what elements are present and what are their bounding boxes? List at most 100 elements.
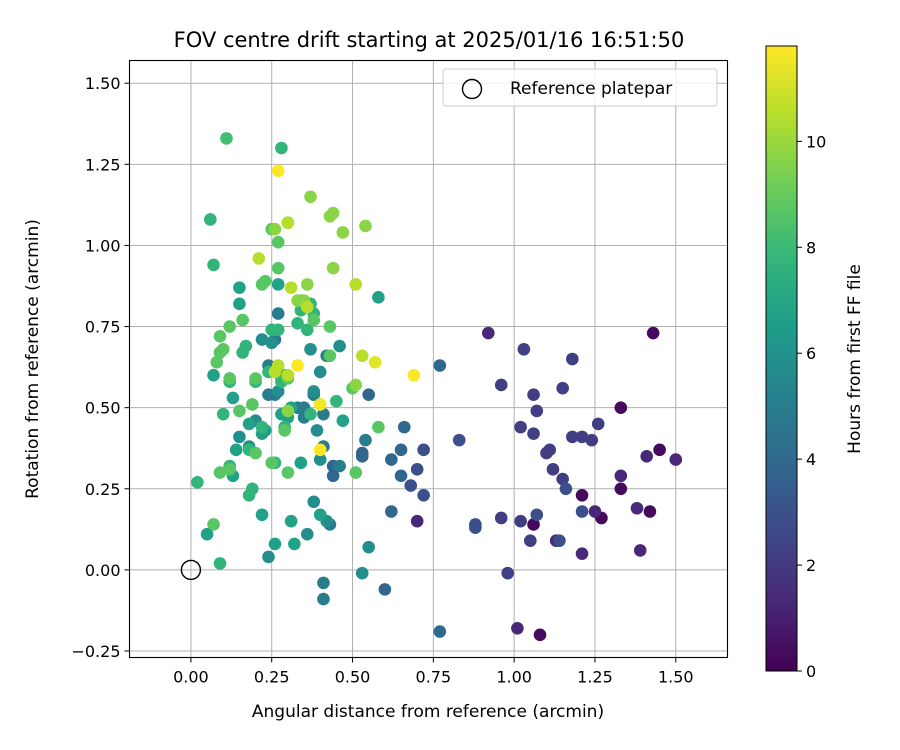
data-point [397, 420, 411, 434]
data-point [252, 252, 266, 265]
data-point [265, 336, 279, 350]
data-point [307, 385, 321, 398]
data-point [271, 278, 285, 291]
data-point [200, 527, 214, 541]
x-tick-label: 1.50 [658, 668, 694, 687]
data-point [559, 482, 573, 496]
data-point [236, 313, 249, 327]
x-tick-label: 0.00 [173, 668, 209, 687]
y-tick-label: −0.25 [71, 642, 120, 661]
colorbar-gradient [765, 45, 798, 672]
data-point [216, 407, 230, 421]
data-point [482, 326, 495, 340]
data-point [236, 346, 249, 359]
data-point [281, 404, 295, 418]
colorbar-tick-label: 4 [806, 450, 816, 469]
colorbar-tick-label: 2 [806, 556, 816, 575]
data-point [313, 365, 327, 379]
data-point [433, 625, 447, 638]
legend-label: Reference platepar [510, 79, 672, 99]
data-point [271, 164, 285, 178]
data-point [281, 466, 295, 479]
x-tick-label: 0.75 [416, 668, 452, 687]
data-point [213, 557, 227, 570]
data-point [527, 388, 540, 401]
data-point [333, 459, 346, 473]
data-point [229, 443, 243, 457]
data-point [191, 475, 204, 489]
data-point [207, 258, 220, 272]
legend: Reference platepar [442, 68, 718, 107]
data-point [233, 297, 246, 311]
data-point [323, 320, 337, 333]
data-point [226, 391, 240, 405]
data-point [307, 313, 321, 327]
y-tick-label: 0.75 [85, 318, 121, 337]
data-point [271, 261, 285, 275]
data-point [284, 281, 298, 294]
data-point [204, 213, 217, 226]
data-point [585, 433, 599, 447]
data-point [300, 300, 314, 314]
data-point [614, 401, 628, 414]
data-points [180, 132, 683, 642]
data-point [407, 368, 421, 382]
data-point [304, 342, 317, 356]
y-tick-label: 0.50 [85, 399, 121, 418]
data-point [640, 450, 653, 463]
data-point [304, 407, 317, 421]
data-point [255, 508, 269, 522]
data-point [410, 514, 424, 528]
data-point [291, 359, 304, 372]
data-point [355, 450, 369, 463]
colorbar-tick-label: 10 [806, 132, 826, 151]
data-point [300, 323, 314, 337]
x-tick-label: 0.25 [254, 668, 290, 687]
data-point [258, 274, 272, 288]
data-point [223, 320, 237, 333]
data-point [349, 278, 363, 291]
data-point [591, 417, 605, 431]
data-point [255, 333, 269, 346]
reference-marker [180, 559, 202, 581]
data-point [265, 456, 279, 470]
y-tick-label: 1.50 [85, 74, 121, 93]
data-point [556, 381, 569, 395]
data-point [575, 505, 589, 518]
data-point [546, 463, 560, 476]
data-point [494, 511, 508, 525]
chart-title: FOV centre drift starting at 2025/01/16 … [174, 28, 685, 52]
data-point [271, 235, 285, 249]
data-point [317, 407, 330, 421]
data-point [355, 566, 369, 580]
colorbar-label: Hours from first FF file [845, 264, 865, 454]
data-point [368, 355, 382, 369]
data-point [566, 430, 579, 444]
data-point [275, 141, 288, 155]
data-point [433, 359, 447, 372]
y-tick-label: 1.25 [85, 155, 121, 174]
data-point [313, 398, 327, 411]
data-point [630, 501, 644, 515]
data-point [323, 209, 337, 223]
x-tick-label: 1.00 [496, 668, 532, 687]
data-point [372, 420, 385, 434]
data-point [669, 453, 683, 466]
data-point [291, 294, 304, 307]
data-point [210, 355, 224, 369]
data-point [588, 505, 602, 518]
data-point [326, 261, 340, 275]
x-axis: 0.00 0.25 0.50 0.75 1.00 1.25 1.50 [173, 657, 694, 687]
data-point [566, 352, 579, 366]
data-point [385, 505, 398, 518]
data-point [359, 219, 372, 233]
data-point [249, 446, 262, 460]
data-point [614, 469, 628, 483]
colorbar-tick-label: 6 [806, 344, 816, 363]
data-point [653, 443, 666, 457]
data-point [246, 398, 259, 411]
legend-marker-icon [461, 78, 483, 100]
legend-box [442, 68, 718, 107]
